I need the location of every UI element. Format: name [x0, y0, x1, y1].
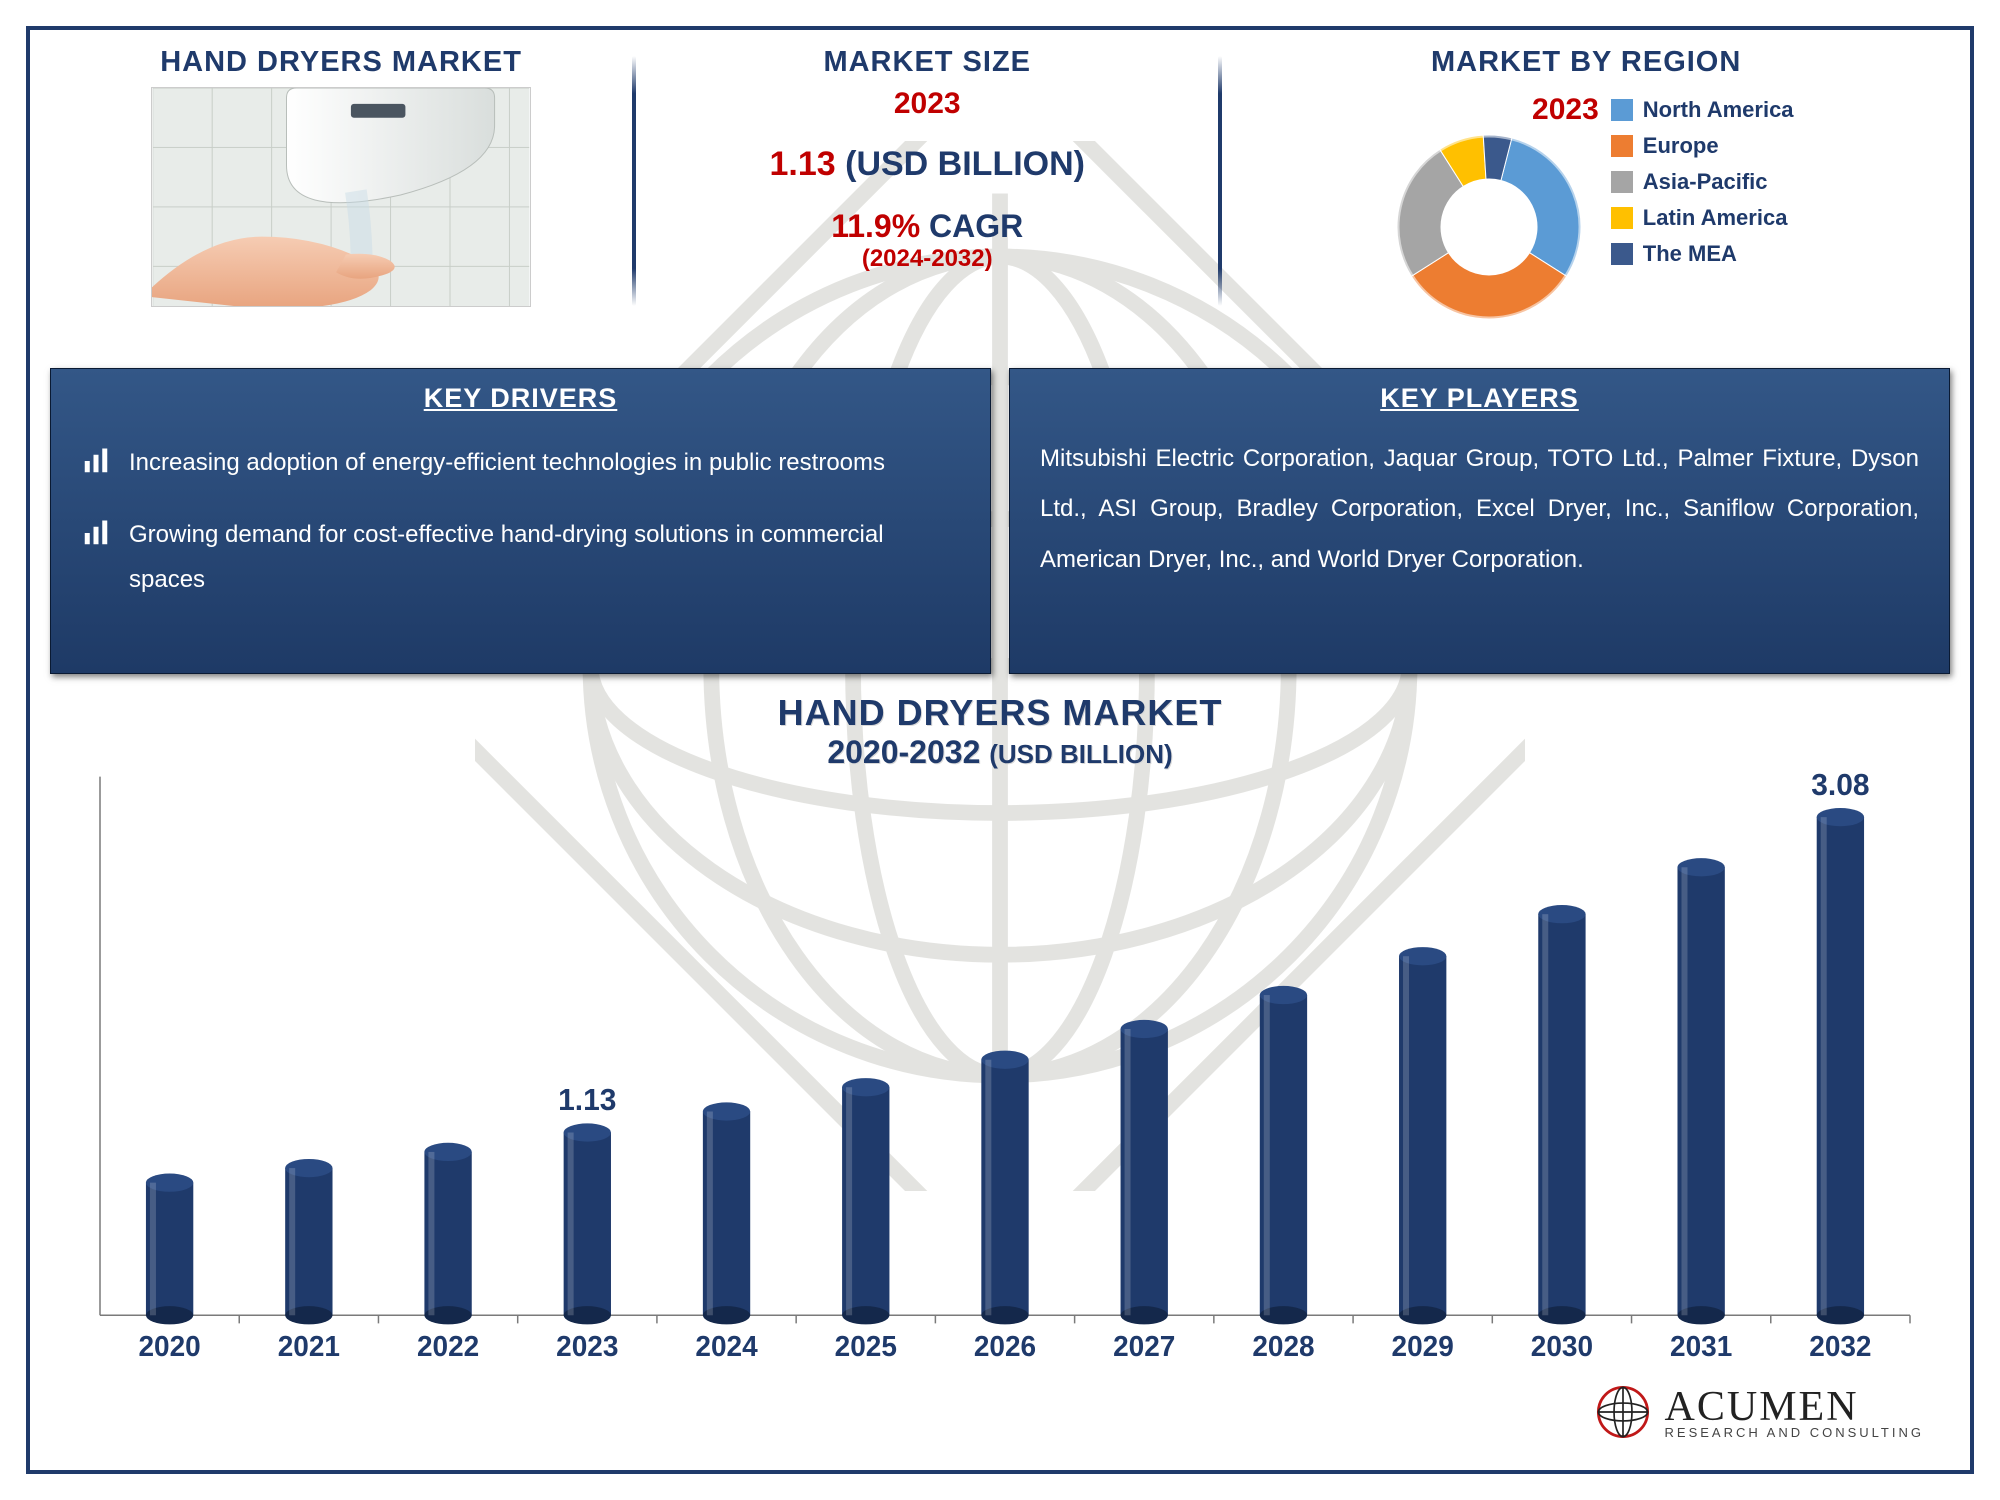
- legend-swatch: [1611, 243, 1633, 265]
- title-region: MARKET BY REGION: [1222, 46, 1950, 79]
- x-axis-label: 2032: [1809, 1330, 1871, 1362]
- legend-label: North America: [1643, 97, 1794, 123]
- col-size: MARKET SIZE 2023 1.13 (USD BILLION) 11.9…: [636, 46, 1218, 366]
- col-region: MARKET BY REGION 2023 North America Europ…: [1222, 46, 1950, 366]
- key-players-title: KEY PLAYERS: [1040, 383, 1919, 414]
- x-axis-label: 2027: [1113, 1330, 1175, 1362]
- brand-subtitle: RESEARCH AND CONSULTING: [1665, 1425, 1924, 1440]
- key-drivers-title: KEY DRIVERS: [81, 383, 960, 414]
- x-axis-label: 2025: [835, 1330, 897, 1362]
- legend-label: Europe: [1643, 133, 1719, 159]
- donut-slice: [1411, 253, 1566, 319]
- size-unit: (USD BILLION): [845, 145, 1085, 183]
- bar-icon: [81, 446, 111, 476]
- cagr-line: 11.9% CAGR: [636, 208, 1218, 245]
- legend-label: The MEA: [1643, 241, 1737, 267]
- legend-item: Latin America: [1611, 205, 1794, 231]
- size-value: 1.13: [769, 145, 835, 183]
- size-year: 2023: [636, 87, 1218, 121]
- legend-label: Latin America: [1643, 205, 1788, 231]
- top-row: HAND DRYERS MARKET: [50, 46, 1950, 366]
- driver-text: Growing demand for cost-effective hand-d…: [129, 512, 960, 603]
- x-axis-label: 2021: [278, 1330, 340, 1362]
- x-axis-label: 2031: [1670, 1330, 1732, 1362]
- driver-item: Increasing adoption of energy-efficient …: [81, 440, 960, 486]
- title-size: MARKET SIZE: [636, 46, 1218, 79]
- donut-slice: [1501, 138, 1581, 276]
- legend-item: North America: [1611, 97, 1794, 123]
- cagr-period: (2024-2032): [636, 245, 1218, 273]
- bar-icon: [81, 518, 111, 548]
- x-axis-label: 2026: [974, 1330, 1036, 1362]
- driver-item: Growing demand for cost-effective hand-d…: [81, 512, 960, 603]
- brand-globe-icon: [1595, 1384, 1651, 1440]
- x-axis-label: 2029: [1392, 1330, 1454, 1362]
- x-axis-label: 2028: [1252, 1330, 1314, 1362]
- x-axis-label: 2024: [695, 1330, 758, 1362]
- legend-item: The MEA: [1611, 241, 1794, 267]
- region-donut-chart: [1379, 127, 1599, 327]
- size-value-line: 1.13 (USD BILLION): [636, 145, 1218, 184]
- title-market: HAND DRYERS MARKET: [50, 46, 632, 79]
- value-label: 1.13: [558, 1084, 616, 1117]
- col-market: HAND DRYERS MARKET: [50, 46, 632, 366]
- value-label: 3.08: [1811, 769, 1869, 802]
- legend-item: Europe: [1611, 133, 1794, 159]
- x-axis-label: 2022: [417, 1330, 479, 1362]
- outer-frame: HAND DRYERS MARKET: [26, 26, 1974, 1474]
- legend-swatch: [1611, 99, 1633, 121]
- key-players-text: Mitsubishi Electric Corporation, Jaquar …: [1040, 434, 1919, 585]
- brand-name: ACUMEN: [1665, 1383, 1924, 1431]
- region-year: 2023: [1379, 93, 1599, 127]
- key-drivers-box: KEY DRIVERS Increasing adoption of energ…: [50, 368, 991, 674]
- key-row: KEY DRIVERS Increasing adoption of energ…: [50, 368, 1950, 674]
- x-axis-label: 2023: [556, 1330, 618, 1362]
- legend-swatch: [1611, 207, 1633, 229]
- content-area: HAND DRYERS MARKET: [50, 46, 1950, 1454]
- legend-label: Asia-Pacific: [1643, 169, 1768, 195]
- key-players-box: KEY PLAYERS Mitsubishi Electric Corporat…: [1009, 368, 1950, 674]
- legend-swatch: [1611, 171, 1633, 193]
- x-axis-label: 2030: [1531, 1330, 1593, 1362]
- cagr-label: CAGR: [929, 208, 1023, 244]
- cagr-value: 11.9%: [831, 208, 920, 244]
- legend-item: Asia-Pacific: [1611, 169, 1794, 195]
- x-axis-label: 2020: [138, 1330, 200, 1362]
- driver-text: Increasing adoption of energy-efficient …: [129, 440, 885, 486]
- hand-dryer-image: [151, 87, 531, 307]
- bar-chart: 2020 2021 2022 2023 1.13 2024 2025 2026 2027 2028…: [70, 726, 1930, 1374]
- brand: ACUMEN RESEARCH AND CONSULTING: [1595, 1383, 1924, 1440]
- region-legend: North America Europe Asia-Pacific Latin Ame…: [1611, 87, 1794, 277]
- legend-swatch: [1611, 135, 1633, 157]
